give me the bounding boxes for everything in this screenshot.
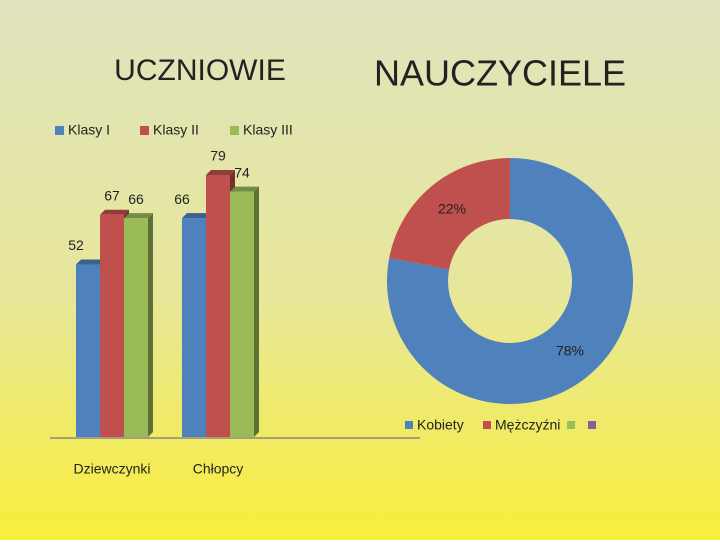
x-tick-label: Dziewczynki (73, 461, 150, 477)
legend-swatch (405, 421, 413, 429)
data-label: 74 (234, 164, 250, 180)
data-label: 79 (210, 148, 226, 164)
bar-top (230, 186, 259, 192)
legend-swatch (230, 126, 239, 135)
legend-swatch (567, 421, 575, 429)
legend-label: Mężczyźni (495, 417, 560, 433)
data-label: 66 (128, 191, 144, 207)
bar (76, 264, 100, 437)
bar-top (124, 213, 153, 219)
data-label: 66 (174, 191, 190, 207)
bar (100, 214, 124, 437)
bar-top (76, 259, 105, 265)
legend-swatch (140, 126, 149, 135)
bar (124, 218, 148, 437)
legend-label: Klasy III (243, 122, 293, 138)
bar-side (148, 213, 153, 437)
x-tick-label: Chłopcy (193, 461, 244, 477)
bar (230, 191, 254, 437)
bar (182, 218, 206, 437)
bar-top (182, 213, 211, 219)
donut-slice (389, 158, 510, 270)
legend-label: Klasy II (153, 122, 199, 138)
bar-top (100, 209, 129, 215)
legend-label: Klasy I (68, 122, 110, 138)
data-label: 22% (438, 201, 466, 217)
data-label: 78% (556, 343, 584, 359)
data-label: 67 (104, 188, 120, 204)
bar-top (206, 170, 235, 175)
legend-label: Kobiety (417, 417, 464, 433)
legend-swatch (483, 421, 491, 429)
bar-side (254, 186, 259, 437)
donut-slice (386, 158, 633, 404)
legend-swatch (55, 126, 64, 135)
bar (206, 175, 230, 437)
chart-title: NAUCZYCIELE (374, 53, 626, 94)
chart-title: UCZNIOWIE (114, 54, 286, 87)
legend-swatch (588, 421, 596, 429)
data-label: 52 (68, 237, 84, 253)
